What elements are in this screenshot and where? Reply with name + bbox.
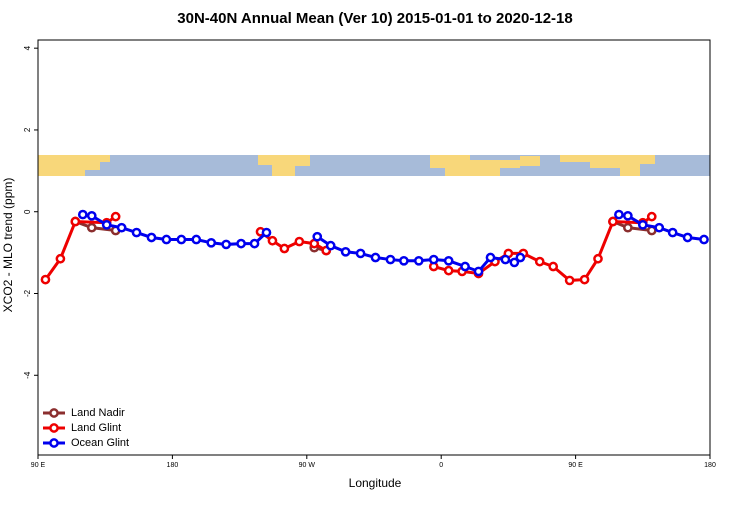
legend-label: Ocean Glint — [71, 437, 129, 449]
point — [325, 240, 336, 251]
point — [40, 274, 51, 285]
x-tick-label: 90 E — [568, 462, 583, 469]
point — [55, 253, 66, 264]
legend-label: Land Glint — [71, 422, 121, 434]
series-line — [74, 220, 652, 253]
x-tick-label: 90 W — [299, 462, 316, 469]
point — [623, 210, 633, 221]
point — [116, 222, 127, 233]
point — [460, 261, 470, 272]
y-tick-label: -2 — [23, 289, 32, 297]
point — [221, 239, 232, 250]
point — [509, 257, 520, 268]
point — [614, 209, 624, 220]
x-tick-label: 180 — [704, 462, 716, 469]
x-tick-label: 0 — [439, 462, 443, 469]
legend-marker — [49, 423, 59, 433]
point — [191, 234, 202, 245]
point — [646, 211, 657, 222]
point — [515, 252, 526, 263]
point — [385, 254, 396, 265]
point — [413, 255, 424, 266]
y-tick-label: 0 — [23, 209, 32, 214]
point — [654, 222, 665, 233]
point — [579, 274, 590, 285]
point — [667, 227, 678, 238]
point — [312, 231, 323, 242]
point — [101, 219, 112, 230]
map-strip — [38, 155, 710, 176]
point — [86, 210, 97, 221]
y-axis-label: XCO2 - MLO trend (ppm) — [1, 178, 15, 313]
point — [279, 243, 290, 254]
point — [355, 248, 366, 259]
point — [70, 216, 81, 227]
point — [443, 265, 454, 276]
chart-title: 30N-40N Annual Mean (Ver 10) 2015-01-01 … — [177, 10, 572, 27]
point — [623, 222, 633, 233]
point — [206, 237, 217, 248]
point — [146, 232, 157, 243]
y-tick-label: -4 — [23, 371, 32, 379]
point — [500, 254, 511, 265]
point — [370, 252, 381, 263]
point — [637, 219, 648, 230]
x-tick-label: 180 — [167, 462, 179, 469]
point — [593, 253, 603, 264]
point — [86, 222, 97, 233]
legend-marker — [49, 408, 59, 418]
plot-frame — [37, 39, 711, 456]
point — [682, 232, 693, 243]
x-axis-label: Longitude — [349, 476, 402, 490]
point — [249, 238, 260, 249]
point — [534, 256, 545, 267]
point — [399, 255, 409, 266]
point — [131, 227, 142, 238]
point — [564, 275, 575, 286]
point — [608, 216, 618, 227]
point — [176, 234, 187, 245]
y-tick-label: 2 — [23, 127, 32, 132]
point — [267, 235, 278, 246]
x-tick-label: 90 E — [31, 462, 46, 469]
point — [261, 227, 272, 238]
point — [294, 236, 305, 247]
y-tick-label: 4 — [23, 45, 32, 50]
point — [236, 238, 246, 249]
point — [699, 234, 709, 245]
legend-label: Land Nadir — [71, 407, 125, 419]
point — [485, 252, 496, 263]
point — [548, 261, 559, 272]
point — [428, 254, 439, 265]
point — [473, 266, 484, 277]
point — [443, 255, 454, 266]
point — [161, 234, 172, 245]
legend-marker — [49, 438, 59, 448]
point — [340, 246, 351, 257]
point — [77, 209, 88, 220]
point — [110, 211, 121, 222]
